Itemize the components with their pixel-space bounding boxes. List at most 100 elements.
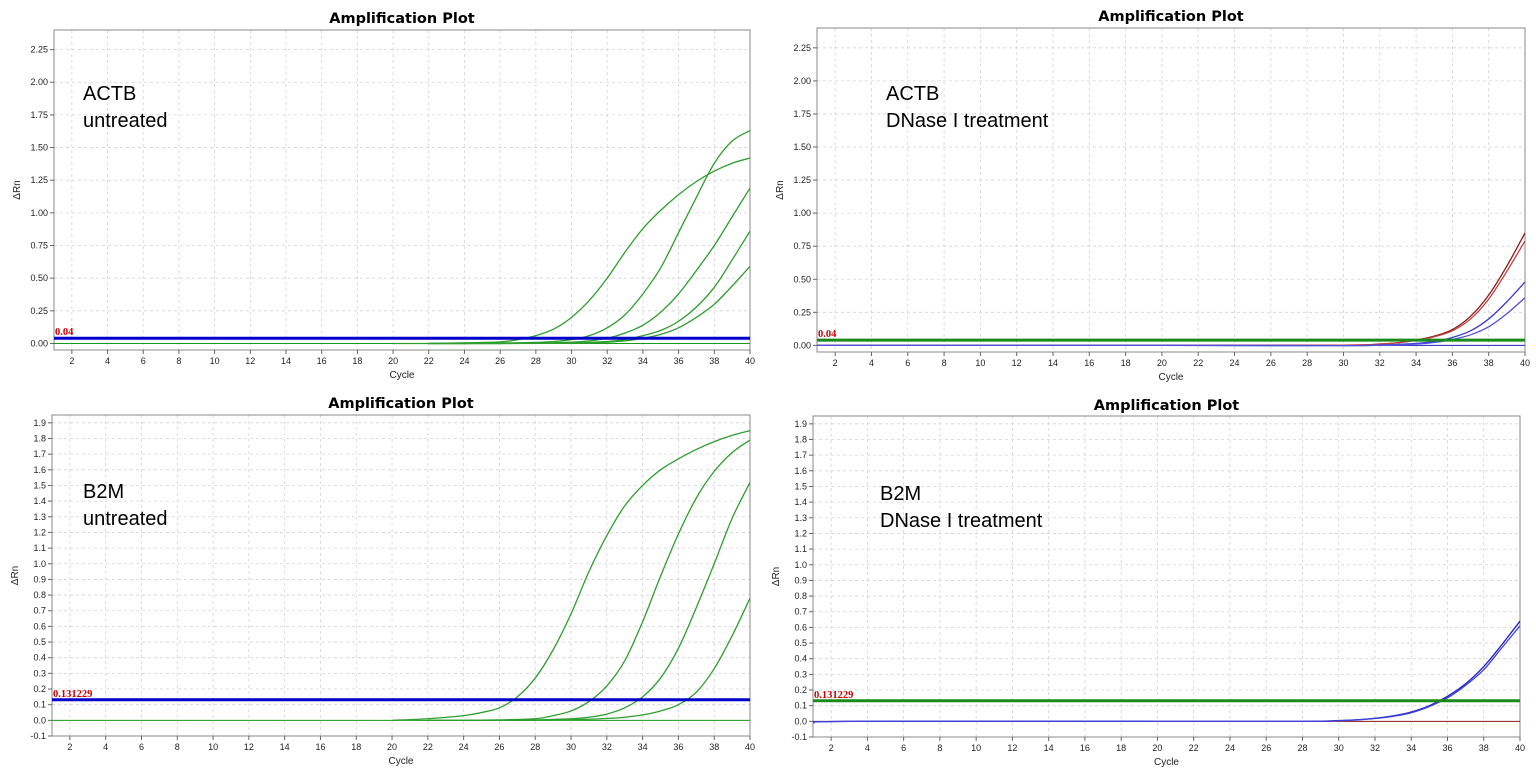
y-tick-label: 1.6 [33, 465, 46, 475]
x-tick-label: 6 [141, 356, 146, 366]
x-tick-label: 6 [905, 358, 910, 368]
amplification-curve-1 [813, 620, 1520, 724]
x-tick-label: 4 [105, 356, 110, 366]
x-tick-label: 14 [281, 356, 291, 366]
x-tick-label: 40 [745, 356, 755, 366]
x-tick-label: 4 [103, 742, 108, 752]
plot-frame [816, 27, 1526, 353]
amplification-curve-1 [817, 232, 1525, 347]
x-tick-label: 18 [1116, 743, 1126, 753]
y-tick-label: 1.25 [30, 175, 48, 185]
x-tick-label: 30 [567, 356, 577, 366]
x-tick-label: 2 [833, 358, 838, 368]
y-tick-label: 0.7 [794, 607, 807, 617]
x-axis-label: Cycle [389, 370, 414, 381]
y-tick-label: 0.0 [33, 715, 46, 725]
x-tick-label: 34 [1406, 743, 1416, 753]
y-tick-label: 2.25 [793, 43, 811, 53]
threshold-label: 0.04 [55, 327, 74, 338]
x-tick-label: 22 [423, 742, 433, 752]
chart-title: Amplification Plot [1098, 9, 1244, 25]
y-tick-label: 1.1 [33, 543, 46, 553]
threshold-label: 0.131229 [814, 690, 853, 701]
y-tick-label: 1.8 [33, 433, 46, 443]
x-tick-label: 38 [1484, 358, 1494, 368]
y-tick-label: 1.1 [794, 544, 807, 554]
y-tick-label: 0.2 [33, 684, 46, 694]
y-tick-label: 0.75 [793, 241, 811, 251]
plot-frame [51, 414, 751, 737]
x-tick-label: 40 [1515, 743, 1525, 753]
x-tick-label: 22 [1193, 358, 1203, 368]
y-tick-label: 0.7 [33, 606, 46, 616]
y-axis-label: ΔRn [771, 567, 782, 586]
plot-area [54, 130, 750, 345]
y-tick-label: -0.1 [791, 732, 807, 742]
y-tick-label: 0.75 [30, 241, 48, 251]
chart-title: Amplification Plot [1094, 398, 1240, 414]
y-tick-label: 0.00 [30, 338, 48, 348]
x-tick-label: 14 [1044, 743, 1054, 753]
plot-area [813, 620, 1520, 724]
plot-area [817, 232, 1525, 347]
gene-annotation: ACTB [83, 83, 136, 105]
x-tick-label: 30 [1334, 743, 1344, 753]
y-tick-label: 0.9 [794, 575, 807, 585]
y-tick-label: 0.9 [33, 574, 46, 584]
x-axis-label: Cycle [1158, 372, 1183, 383]
x-tick-label: 24 [459, 356, 469, 366]
gene-annotation: ACTB [886, 83, 939, 105]
threshold-label: 0.131229 [53, 689, 92, 700]
y-tick-label: 0.1 [794, 701, 807, 711]
x-tick-label: 18 [351, 742, 361, 752]
y-tick-label: 1.00 [30, 208, 48, 218]
y-tick-label: 1.50 [793, 142, 811, 152]
x-tick-label: 28 [1297, 743, 1307, 753]
y-tick-label: 1.6 [794, 466, 807, 476]
amplification-panel-4: Amplification Plot -0.1 0.0 0.1 0.2 0.3 0.4 0.5… [771, 398, 1525, 768]
x-tick-label: 6 [139, 742, 144, 752]
chart-title: Amplification Plot [328, 396, 474, 412]
x-tick-label: 18 [352, 356, 362, 366]
x-tick-label: 4 [865, 743, 870, 753]
y-tick-label: 1.9 [33, 418, 46, 428]
amplification-curve-4 [428, 230, 750, 345]
y-tick-label: 1.75 [30, 110, 48, 120]
x-tick-label: 2 [67, 742, 72, 752]
x-tick-label: 36 [673, 742, 683, 752]
x-tick-label: 34 [1411, 358, 1421, 368]
x-tick-label: 38 [709, 356, 719, 366]
x-tick-label: 28 [530, 742, 540, 752]
x-tick-label: 34 [638, 742, 648, 752]
grid [52, 415, 751, 737]
y-tick-label: 2.00 [30, 77, 48, 87]
y-axis-label: ΔRn [12, 180, 23, 199]
x-tick-label: 8 [937, 743, 942, 753]
x-tick-label: 30 [566, 742, 576, 752]
x-tick-label: 32 [602, 742, 612, 752]
threshold-label: 0.04 [818, 329, 837, 340]
y-tick-label: 1.0 [33, 559, 46, 569]
x-axis-label: Cycle [388, 756, 413, 767]
amplification-curve-3 [428, 187, 750, 345]
y-tick-label: -0.1 [30, 731, 46, 741]
x-tick-label: 26 [495, 356, 505, 366]
x-tick-label: 12 [245, 356, 255, 366]
x-tick-label: 2 [829, 743, 834, 753]
x-tick-label: 24 [1230, 358, 1240, 368]
plot-frame [53, 29, 751, 351]
x-tick-label: 26 [494, 742, 504, 752]
x-tick-label: 14 [1048, 358, 1058, 368]
x-tick-label: 12 [1012, 358, 1022, 368]
y-tick-label: 1.50 [30, 143, 48, 153]
x-tick-label: 10 [210, 356, 220, 366]
y-tick-label: 1.75 [793, 109, 811, 119]
y-tick-label: 1.00 [793, 208, 811, 218]
y-tick-label: 0.3 [794, 669, 807, 679]
x-tick-label: 40 [745, 742, 755, 752]
x-tick-label: 16 [317, 356, 327, 366]
x-tick-label: 6 [901, 743, 906, 753]
y-tick-label: 1.7 [794, 450, 807, 460]
x-tick-label: 40 [1520, 358, 1530, 368]
